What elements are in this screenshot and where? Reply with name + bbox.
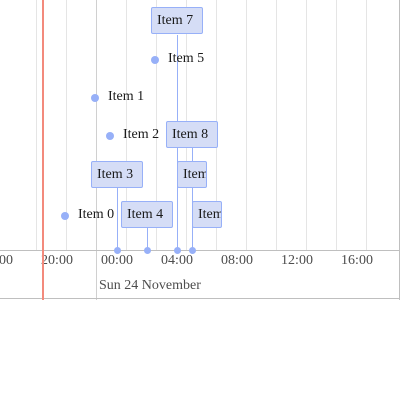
timeline-bottom-border — [0, 298, 400, 299]
item-1-label[interactable]: Item 1 — [108, 89, 145, 104]
axis-tick-label: 04:00 — [161, 253, 193, 268]
day-grid-line — [96, 0, 97, 300]
time-axis-line — [0, 250, 400, 251]
grid-line — [306, 0, 307, 250]
axis-date-label: Sun 24 November — [99, 278, 201, 293]
timeline[interactable]: 00 20:00 00:00 04:00 08:00 12:00 16:00 S… — [0, 0, 400, 300]
axis-tick-label: 00:00 — [101, 253, 133, 268]
axis-tick-label: 12:00 — [281, 253, 313, 268]
current-time-marker — [42, 0, 44, 300]
item-8-connector — [192, 148, 193, 250]
item-5-dot[interactable] — [151, 56, 159, 64]
item-7-box[interactable]: Item 7 — [151, 7, 203, 34]
item-0-dot[interactable] — [61, 212, 69, 220]
grid-line — [366, 0, 367, 250]
item-2-dot[interactable] — [106, 132, 114, 140]
grid-line — [336, 0, 337, 250]
grid-line — [246, 0, 247, 250]
axis-tick-label: 16:00 — [341, 253, 373, 268]
axis-tick-label: 20:00 — [41, 253, 73, 268]
axis-tick-label: 00 — [0, 253, 13, 268]
item-8-box[interactable]: Item 8 — [166, 121, 218, 148]
item-0-label[interactable]: Item 0 — [78, 207, 115, 222]
item-5-label[interactable]: Item 5 — [168, 51, 205, 66]
item-9-box[interactable]: Item 9 — [192, 201, 222, 228]
grid-line — [156, 0, 157, 250]
item-7-axis-dot — [174, 247, 181, 254]
grid-line — [66, 0, 67, 250]
grid-line — [36, 0, 37, 250]
item-4-connector — [147, 228, 148, 250]
item-3-box[interactable]: Item 3 — [91, 161, 143, 188]
item-2-label[interactable]: Item 2 — [123, 127, 160, 142]
item-6-box[interactable]: Item 6 — [177, 161, 207, 188]
item-4-box[interactable]: Item 4 — [121, 201, 173, 228]
axis-tick-label: 08:00 — [221, 253, 253, 268]
item-8-axis-dot — [189, 247, 196, 254]
grid-line — [276, 0, 277, 250]
item-3-connector — [117, 188, 118, 250]
item-1-dot[interactable] — [91, 94, 99, 102]
item-3-axis-dot — [114, 247, 121, 254]
grid-line — [126, 0, 127, 250]
item-4-axis-dot — [144, 247, 151, 254]
